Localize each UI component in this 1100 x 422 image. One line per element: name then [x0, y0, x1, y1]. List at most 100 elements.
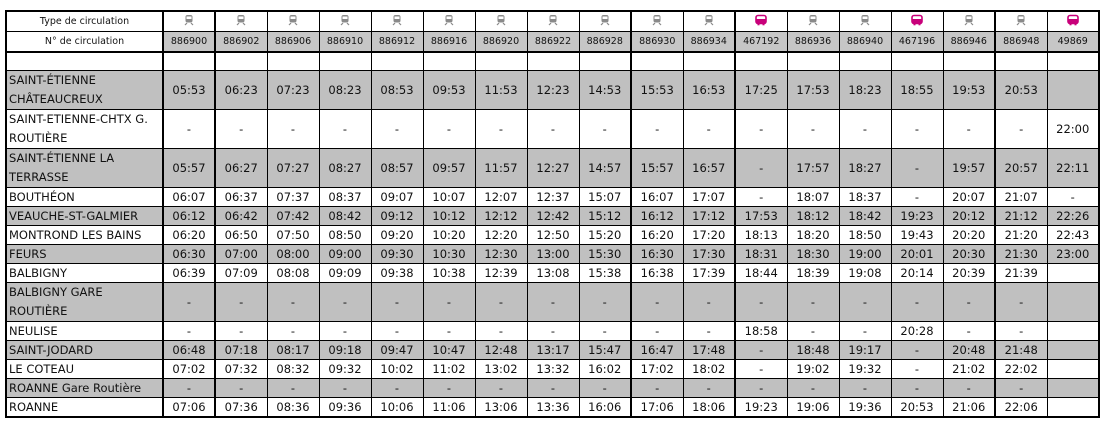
circulation-number: 886930 [630, 31, 684, 53]
time-cell: - [630, 320, 684, 341]
time-cell: - [526, 320, 580, 341]
time-cell: - [422, 108, 476, 149]
time-cell: - [370, 377, 424, 398]
stop-name: BALBIGNY GARE ROUTIÈRE [5, 281, 164, 322]
time-cell: - [890, 186, 944, 207]
time-cell: 09:18 [318, 339, 372, 360]
circulation-number: 886928 [578, 31, 632, 53]
time-cell [1046, 281, 1100, 322]
time-cell: - [942, 377, 996, 398]
time-cell: 18:37 [838, 186, 892, 207]
time-cell: - [890, 281, 944, 322]
train-icon [370, 10, 424, 32]
train-icon [578, 10, 632, 32]
stop-row: SAINT-ÉTIENNE LA TERRASSE 05:57 06:27 07:27… [5, 147, 1100, 188]
time-cell: 13:06 [474, 396, 528, 417]
time-cell: 17:07 [682, 186, 736, 207]
stop-name: BOUTHÉON [5, 186, 164, 207]
time-cell: - [422, 377, 476, 398]
time-cell: 17:39 [682, 262, 736, 283]
train-icon [994, 10, 1048, 32]
time-cell: 07:37 [266, 186, 320, 207]
spacer-cell [578, 51, 632, 71]
time-cell: 16:57 [682, 147, 736, 188]
time-cell: 09:20 [370, 224, 424, 245]
stop-row: BALBIGNY 06:39 07:09 08:08 09:09 09:38 10:38 12… [5, 262, 1100, 283]
circulation-number: 886900 [162, 31, 216, 53]
time-cell: 20:48 [942, 339, 996, 360]
spacer-cell [5, 51, 164, 71]
stop-name: BALBIGNY [5, 262, 164, 283]
time-cell: 07:09 [214, 262, 268, 283]
circulation-number: 886902 [214, 31, 268, 53]
time-cell: 22:06 [994, 396, 1048, 417]
train-icon [942, 10, 996, 32]
time-cell: 13:08 [526, 262, 580, 283]
stop-name: ROANNE [5, 396, 164, 417]
time-cell: - [890, 108, 944, 149]
time-cell: 06:42 [214, 205, 268, 226]
time-cell: 10:06 [370, 396, 424, 417]
time-cell: 20:14 [890, 262, 944, 283]
time-cell: 19:23 [734, 396, 788, 417]
time-cell: 19:36 [838, 396, 892, 417]
time-cell: 09:36 [318, 396, 372, 417]
time-cell: - [474, 320, 528, 341]
time-cell: 07:02 [162, 358, 216, 379]
stop-row: ROANNE Gare Routière - - - - - - - - - - - - - - - - - [5, 377, 1100, 398]
spacer-cell [474, 51, 528, 71]
spacer-cell [890, 51, 944, 71]
time-cell: 12:20 [474, 224, 528, 245]
stop-name: SAINT-ETIENNE-CHTX G. ROUTIÈRE [5, 108, 164, 149]
time-cell: - [786, 108, 840, 149]
train-icon [318, 10, 372, 32]
time-cell: 16:30 [630, 243, 684, 264]
time-cell: 17:53 [734, 205, 788, 226]
circulation-number: 886936 [786, 31, 840, 53]
circulation-number: 886920 [474, 31, 528, 53]
circulation-number: 886948 [994, 31, 1048, 53]
spacer-cell [734, 51, 788, 71]
time-cell: 06:07 [162, 186, 216, 207]
stop-row: SAINT-JODARD 06:48 07:18 08:17 09:18 09:47 10:… [5, 339, 1100, 360]
spacer-cell [422, 51, 476, 71]
time-cell: 16:47 [630, 339, 684, 360]
time-cell [1046, 320, 1100, 341]
time-cell: 18:58 [734, 320, 788, 341]
time-cell: - [162, 108, 216, 149]
bus-icon [734, 10, 788, 32]
stop-row: BOUTHÉON 06:07 06:37 07:37 08:37 09:07 10:07 12… [5, 186, 1100, 207]
spacer-cell [266, 51, 320, 71]
time-cell: 15:12 [578, 205, 632, 226]
time-cell: 06:27 [214, 147, 268, 188]
timetable: Type de circulation N° de circulation 88… [5, 10, 1100, 418]
time-cell: - [682, 377, 736, 398]
time-cell: - [890, 358, 944, 379]
time-cell: 17:25 [734, 69, 788, 110]
time-cell: - [994, 281, 1048, 322]
time-cell: 10:30 [422, 243, 476, 264]
stop-row: SAINT-ETIENNE-CHTX G. ROUTIÈRE - - - - - - - - - -… [5, 108, 1100, 149]
time-cell: 08:17 [266, 339, 320, 360]
time-cell: - [838, 320, 892, 341]
time-cell: - [734, 108, 788, 149]
time-cell: - [890, 147, 944, 188]
spacer-cell [1046, 51, 1100, 71]
time-cell: 20:28 [890, 320, 944, 341]
train-icon [526, 10, 580, 32]
time-cell: 17:20 [682, 224, 736, 245]
time-cell: 09:57 [422, 147, 476, 188]
spacer-cell [214, 51, 268, 71]
time-cell: - [630, 281, 684, 322]
time-cell: 21:39 [994, 262, 1048, 283]
time-cell: 19:00 [838, 243, 892, 264]
time-cell: - [578, 281, 632, 322]
time-cell: - [682, 108, 736, 149]
time-cell: 21:07 [994, 186, 1048, 207]
spacer-cell [162, 51, 216, 71]
time-cell: - [994, 320, 1048, 341]
stop-name: SAINT-ÉTIENNE CHÂTEAUCREUX [5, 69, 164, 110]
train-icon [474, 10, 528, 32]
time-cell: 10:07 [422, 186, 476, 207]
time-cell: 18:31 [734, 243, 788, 264]
